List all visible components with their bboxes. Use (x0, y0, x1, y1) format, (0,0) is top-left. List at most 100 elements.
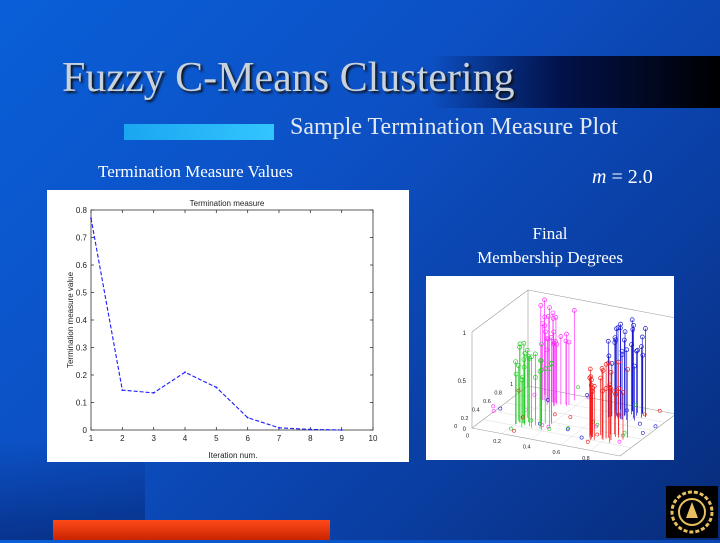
chart2-stem-head (621, 337, 627, 343)
chart1-point (278, 426, 280, 429)
chart2-stem-head (616, 359, 621, 365)
chart2-stem-head (513, 359, 518, 365)
chart2-stem-head (517, 341, 523, 347)
chart2-low-point (532, 392, 537, 397)
chart2-low-point (637, 421, 642, 426)
chart2-stem-head (603, 386, 609, 391)
chart2-stem-head (622, 329, 628, 335)
chart2-low-point (576, 385, 580, 390)
final-label-line1: Final (532, 224, 568, 243)
chart2-ztick-label: 0 (463, 427, 467, 433)
chart2-stem-head (612, 389, 617, 394)
chart2-stem-head (543, 329, 548, 335)
chart2-low-point (625, 408, 629, 413)
slide-title: Fuzzy C-Means Clustering (62, 55, 515, 101)
chart2-atick-label: 0.6 (552, 450, 560, 456)
chart2-btick-label: 0.4 (472, 407, 480, 413)
chart2-stem-head (529, 354, 534, 360)
chart2-stem-head (544, 347, 550, 353)
chart2-low-point (509, 426, 513, 431)
chart1-xtick-label: 6 (245, 434, 250, 443)
chart2-ztick-label: 1 (463, 331, 467, 337)
chart2-stem-head (613, 337, 618, 343)
chart2-stem-head (540, 321, 546, 327)
footer-red-bar (53, 520, 330, 540)
chart2-stem-head (563, 338, 569, 344)
formula-value: = 2.0 (611, 166, 653, 188)
chart2-stem-head (550, 310, 556, 316)
chart2-stem-head (588, 374, 594, 380)
chart1-ytick-label: 0.4 (76, 316, 88, 325)
chart2-stem-head (616, 386, 622, 391)
gear-emblem-icon (670, 490, 714, 534)
chart2-stem-head (539, 358, 544, 364)
chart2-stem-head (606, 360, 611, 366)
chart2-stem-head (603, 362, 609, 367)
formula-variable: m (592, 166, 607, 188)
chart2-stem-head (643, 326, 648, 331)
chart2-stem-head (605, 338, 611, 344)
chart2-low-point (642, 412, 647, 417)
chart2-stem-head (566, 339, 572, 345)
chart2-stem-head (558, 334, 564, 339)
chart2-low-point (616, 412, 621, 417)
chart1-point (121, 389, 124, 392)
chart2-stem-head (625, 367, 630, 372)
chart2-stem-head (537, 368, 543, 374)
chart2-stem-head (587, 375, 593, 381)
chart2-stem-head (609, 361, 615, 366)
chart1-ytick-label: 0.3 (76, 344, 88, 353)
chart2-grid (505, 402, 654, 432)
chart2-grid (531, 396, 588, 440)
chart1-title: Termination measure (190, 199, 265, 208)
chart2-edge (471, 427, 621, 457)
chart1-point (90, 217, 92, 220)
chart2-stem-head (522, 351, 528, 356)
chart2-atick-label: 0.4 (523, 445, 531, 451)
accent-bar (124, 124, 274, 140)
chart1-point (215, 386, 218, 389)
chart2-stem-head (629, 317, 635, 323)
chart2-low-point (520, 415, 525, 420)
chart1-xtick-label: 8 (308, 434, 313, 443)
chart2-stem-head (545, 313, 551, 319)
chart2-stem-head (521, 364, 527, 370)
chart1-xtick-label: 9 (339, 434, 344, 443)
final-membership-label: Final Membership Degrees (440, 222, 660, 270)
chart2-stem-head (600, 368, 606, 373)
chart2-stem-head (571, 308, 577, 313)
chart2-stem-head (542, 366, 548, 371)
chart1-xtick-label: 10 (369, 434, 378, 443)
chart2-low-point (617, 439, 622, 444)
chart1-xtick-label: 3 (151, 434, 156, 443)
chart2-stem-head (551, 340, 557, 346)
chart2-stem-head (634, 348, 639, 354)
chart1-xlabel: Iteration num. (209, 451, 258, 460)
chart2-stem-head (538, 303, 544, 308)
chart2-stem-head (598, 375, 604, 381)
chart2-stem-head (635, 347, 640, 353)
title-shadow-band (430, 56, 720, 108)
chart2-low-point (512, 428, 516, 433)
chart2-atick-label: 0.8 (582, 456, 590, 460)
chart1-series-line (90, 218, 342, 431)
chart2-btick-label: 0.6 (483, 399, 491, 405)
chart2-stem-head (513, 371, 519, 377)
chart1-ytick-label: 0.1 (76, 399, 88, 408)
chart1-frame (90, 209, 374, 431)
chart2-stem-head (590, 388, 595, 394)
chart2-stem-head (517, 344, 522, 350)
chart2-low-point (633, 403, 638, 407)
chart1-ytick-label: 0.6 (76, 261, 88, 270)
chart2-stem-head (564, 331, 569, 337)
chart2-stem-head (588, 382, 594, 388)
termination-measure-plot: Termination measure Iteration num. Termi… (47, 190, 409, 462)
chart2-stem-head (542, 297, 547, 303)
chart2-stem-head (620, 390, 626, 395)
chart2-stem-head (599, 366, 605, 371)
chart2-stem-head (615, 325, 621, 330)
chart1-point (246, 416, 249, 419)
chart2-low-point (491, 404, 496, 409)
chart2-low-point (498, 406, 503, 411)
